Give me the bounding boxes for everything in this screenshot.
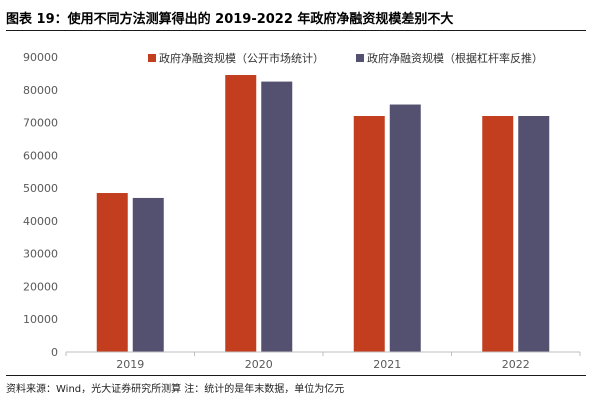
y-axis: 0 10000 20000 30000 40000 50000 60000 70000 8000… xyxy=(23,51,58,359)
bar-2019-series-2 xyxy=(132,197,164,352)
legend: 政府净融资规模（公开市场统计） 政府净融资规模（根据杠杆率反推） xyxy=(148,51,543,65)
bar-chart: 0 10000 20000 30000 40000 50000 60000 70000 8000… xyxy=(23,51,581,371)
y-tick-label: 40000 xyxy=(23,215,58,228)
bar-2022-series-2 xyxy=(518,116,550,352)
legend-label-1: 政府净融资规模（公开市场统计） xyxy=(159,51,324,65)
bar-2021-series-1 xyxy=(353,116,385,352)
y-tick-label: 10000 xyxy=(23,313,58,326)
y-tick-label: 30000 xyxy=(23,248,58,261)
legend-swatch-2 xyxy=(356,54,364,62)
footer-rule xyxy=(6,375,586,376)
bar-2022-series-1 xyxy=(482,116,514,352)
x-tick-label: 2019 xyxy=(116,358,144,371)
x-tick-label: 2020 xyxy=(245,358,273,371)
y-tick-label: 0 xyxy=(51,346,58,359)
y-tick-label: 70000 xyxy=(23,117,58,130)
legend-swatch-1 xyxy=(148,54,156,62)
y-tick-label: 50000 xyxy=(23,182,58,195)
bar-2019-series-1 xyxy=(96,193,128,352)
legend-label-2: 政府净融资规模（根据杠杆率反推） xyxy=(367,51,543,65)
x-tick-label: 2022 xyxy=(502,358,530,371)
bars xyxy=(96,75,550,353)
bar-2021-series-2 xyxy=(389,104,421,353)
y-tick-label: 60000 xyxy=(23,149,58,162)
source-note: 资料来源：Wind，光大证券研究所测算 注：统计的是年末数据，单位为亿元 xyxy=(6,384,345,395)
chart-title: 图表 19：使用不同方法测算得出的 2019-2022 年政府净融资规模差别不大 xyxy=(6,12,454,27)
x-tick-label: 2021 xyxy=(373,358,401,371)
bar-2020-series-2 xyxy=(261,81,293,352)
bar-2020-series-1 xyxy=(225,75,257,353)
y-tick-label: 80000 xyxy=(23,84,58,97)
x-axis: 2019 2020 2021 2022 xyxy=(65,352,581,371)
y-tick-label: 20000 xyxy=(23,280,58,293)
title-rule xyxy=(6,30,586,31)
y-tick-label: 90000 xyxy=(23,51,58,64)
